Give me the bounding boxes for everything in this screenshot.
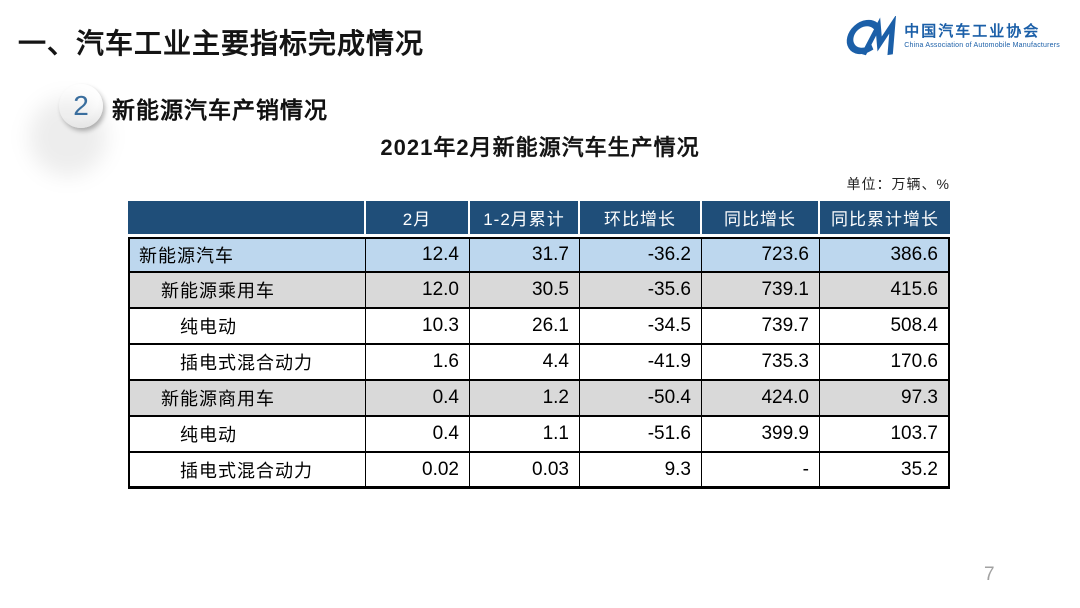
cell-value: -41.9 (580, 345, 702, 381)
row-label: 插电式混合动力 (128, 453, 366, 489)
cell-value: 0.4 (366, 381, 470, 417)
table-header-row: 2月 1-2月累计 环比增长 同比增长 同比累计增长 (128, 201, 950, 237)
cell-value: 9.3 (580, 453, 702, 489)
section-title: 新能源汽车产销情况 (112, 97, 328, 123)
cell-value: 739.7 (702, 309, 820, 345)
cell-value: 723.6 (702, 237, 820, 273)
cell-value: 1.6 (366, 345, 470, 381)
table-row: 纯电动 0.4 1.1 -51.6 399.9 103.7 (128, 417, 950, 453)
row-label: 新能源乘用车 (128, 273, 366, 309)
cell-value: -35.6 (580, 273, 702, 309)
column-header-yoy-cumulative-growth: 同比累计增长 (820, 201, 950, 237)
cell-value: 170.6 (820, 345, 950, 381)
cell-value: 35.2 (820, 453, 950, 489)
cell-value: 31.7 (470, 237, 580, 273)
cell-value: 12.0 (366, 273, 470, 309)
nev-production-table: 2月 1-2月累计 环比增长 同比增长 同比累计增长 新能源汽车 12.4 31.7… (128, 201, 950, 489)
column-header-feb: 2月 (366, 201, 470, 237)
cell-value: -50.4 (580, 381, 702, 417)
row-label: 新能源商用车 (128, 381, 366, 417)
table-row: 插电式混合动力 0.02 0.03 9.3-35.2 (128, 453, 950, 489)
cell-value: -34.5 (580, 309, 702, 345)
table-title: 2021年2月新能源汽车生产情况 (380, 135, 700, 160)
row-label: 纯电动 (128, 417, 366, 453)
cell-value: 26.1 (470, 309, 580, 345)
cell-value: -36.2 (580, 237, 702, 273)
table-row: 新能源商用车 0.4 1.2 -50.4 424.0 97.3 (128, 381, 950, 417)
cell-value: 386.6 (820, 237, 950, 273)
logo-org-name-cn: 中国汽车工业协会 (904, 22, 1041, 40)
cell-value: - (702, 453, 820, 489)
cell-value: 1.2 (470, 381, 580, 417)
nev-table-body: 新能源汽车 12.4 31.7 -36.2 723.6 386.6 新能源乘用车 12.0 30… (128, 237, 950, 489)
cell-value: 739.1 (702, 273, 820, 309)
cell-value: 415.6 (820, 273, 950, 309)
logo-text: 中国汽车工业协会 China Association of Automobile… (904, 22, 1060, 50)
cell-value: 0.03 (470, 453, 580, 489)
logo-org-name-en: China Association of Automobile Manufact… (904, 42, 1060, 50)
cell-value: 1.1 (470, 417, 580, 453)
cell-value: 30.5 (470, 273, 580, 309)
cm-monogram-icon (847, 16, 897, 56)
caam-logo: 中国汽车工业协会 China Association of Automobile… (839, 16, 1060, 58)
column-header-mom-growth: 环比增长 (580, 201, 702, 237)
cell-value: 735.3 (702, 345, 820, 381)
table-row: 新能源乘用车 12.0 30.5 -35.6 739.1 415.6 (128, 273, 950, 309)
column-header-label (128, 201, 366, 237)
column-header-cumulative: 1-2月累计 (470, 201, 580, 237)
table-row: 插电式混合动力 1.6 4.4 -41.9 735.3 170.6 (128, 345, 950, 381)
cell-value: 4.4 (470, 345, 580, 381)
section-number: 2 (73, 90, 89, 121)
section-number-badge: 2 (59, 84, 103, 128)
cell-value: 97.3 (820, 381, 950, 417)
row-label: 插电式混合动力 (128, 345, 366, 381)
cell-value: 508.4 (820, 309, 950, 345)
cell-value: 424.0 (702, 381, 820, 417)
cell-value: 0.02 (366, 453, 470, 489)
cell-value: 0.4 (366, 417, 470, 453)
cell-value: 10.3 (366, 309, 470, 345)
row-label: 新能源汽车 (128, 237, 366, 273)
table-header: 2月 1-2月累计 环比增长 同比增长 同比累计增长 (128, 201, 950, 237)
unit-note: 单位：万辆、% (846, 176, 950, 192)
row-label: 纯电动 (128, 309, 366, 345)
cell-value: -51.6 (580, 417, 702, 453)
table-row: 纯电动 10.3 26.1 -34.5 739.7 508.4 (128, 309, 950, 345)
cell-value: 103.7 (820, 417, 950, 453)
table-row: 新能源汽车 12.4 31.7 -36.2 723.6 386.6 (128, 237, 950, 273)
column-header-yoy-growth: 同比增长 (702, 201, 820, 237)
cell-value: 399.9 (702, 417, 820, 453)
cell-value: 12.4 (366, 237, 470, 273)
page-title: 一、汽车工业主要指标完成情况 (18, 28, 425, 59)
page-number: 7 (984, 564, 995, 585)
